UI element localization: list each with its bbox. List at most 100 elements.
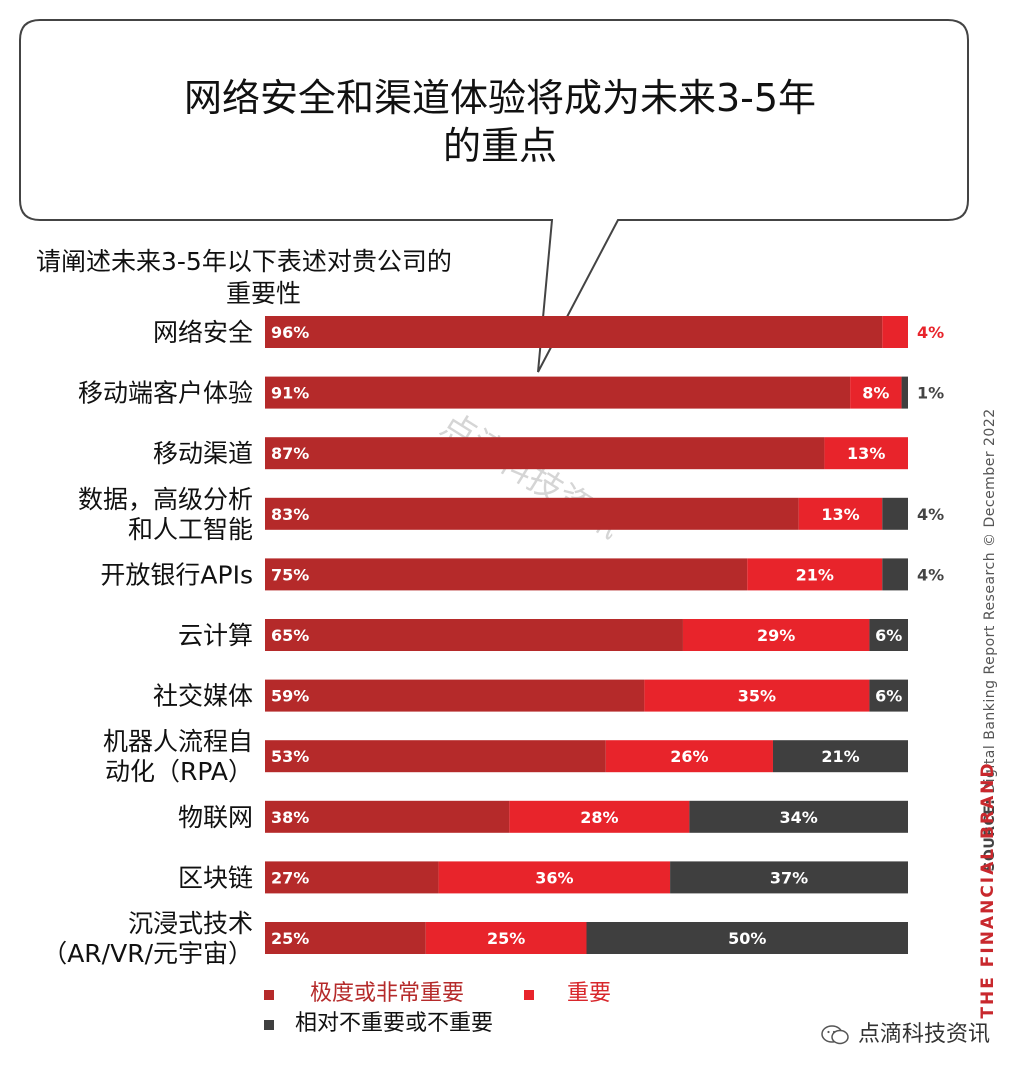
category-label: 网络安全	[153, 318, 253, 347]
category-label-line: 数据，高级分析	[78, 485, 253, 514]
bar-segment	[265, 922, 426, 954]
bar-segment	[265, 376, 851, 409]
bar-segment	[265, 437, 825, 470]
speech-bubble	[19, 19, 969, 373]
category-label-line: 移动端客户体验	[78, 379, 253, 408]
bar-segment	[586, 922, 908, 954]
category-label-line: 区块链	[178, 863, 253, 892]
category-label-line: 社交媒体	[153, 682, 253, 711]
bar-segment	[605, 740, 773, 773]
bar-segment	[901, 376, 908, 409]
data-label: 91%	[271, 384, 309, 403]
bar-segment	[265, 679, 645, 712]
bar-segment	[798, 497, 883, 530]
category-label: 物联网	[178, 803, 253, 832]
data-label: 4%	[917, 323, 944, 342]
data-label: 75%	[271, 565, 309, 584]
bar-segment	[882, 316, 908, 348]
data-label: 87%	[271, 444, 309, 463]
data-label: 59%	[271, 687, 309, 706]
survey-question: 请阐述未来3-5年以下表述对贵公司的 重要性	[36, 246, 556, 310]
category-label-line: 和人工智能	[128, 515, 253, 544]
data-label: 35%	[738, 687, 776, 706]
category-label-line: 网络安全	[153, 318, 253, 347]
data-label: 36%	[535, 868, 573, 887]
bar-segment	[265, 861, 439, 894]
data-label: 4%	[917, 565, 944, 584]
bar-segment	[850, 376, 902, 409]
data-label: 65%	[271, 626, 309, 645]
category-label: 数据，高级分析和人工智能	[78, 485, 253, 544]
category-label: 移动渠道	[153, 439, 253, 468]
question-line-2: 重要性	[226, 279, 302, 308]
data-label: 1%	[917, 384, 944, 403]
category-label-line: 动化（RPA）	[105, 757, 253, 786]
bar-segment	[882, 497, 908, 530]
legend-swatch	[264, 990, 274, 1000]
bar-segment	[747, 558, 883, 591]
category-label-line: 物联网	[178, 803, 253, 832]
category-label: 开放银行APIs	[100, 560, 253, 589]
headline-line-1: 网络安全和渠道体验将成为未来3-5年	[183, 76, 817, 120]
bar-segment	[869, 679, 908, 712]
bar-segment	[824, 437, 908, 470]
legend-label: 极度或非常重要	[310, 981, 464, 1006]
bar-segment	[265, 619, 683, 651]
wechat-icon	[821, 1025, 849, 1045]
data-label: 83%	[271, 505, 309, 524]
category-label-line: （AR/VR/元宇宙）	[42, 939, 253, 968]
bar-segment	[869, 619, 908, 651]
data-label: 27%	[271, 868, 309, 887]
bar-segment	[670, 861, 908, 894]
category-label-line: 机器人流程自	[103, 727, 253, 756]
category-label-line: 开放银行APIs	[100, 560, 253, 589]
watermark-corner-text: 点滴科技资讯	[857, 1022, 990, 1047]
data-label: 13%	[847, 444, 885, 463]
headline-line-2: 的重点	[442, 124, 557, 168]
data-label: 6%	[875, 626, 902, 645]
bar-segment	[265, 316, 883, 348]
data-label: 50%	[728, 929, 766, 948]
bar-segment	[882, 558, 908, 591]
category-label-line: 云计算	[178, 621, 253, 650]
legend-label: 相对不重要或不重要	[295, 1011, 493, 1036]
data-label: 37%	[770, 868, 808, 887]
data-label: 21%	[821, 747, 859, 766]
bar-segment	[509, 800, 690, 833]
bar-segment	[265, 740, 606, 773]
bar-segment	[682, 619, 870, 651]
data-label: 13%	[821, 505, 859, 524]
data-label: 53%	[271, 747, 309, 766]
category-label: 机器人流程自动化（RPA）	[103, 727, 253, 786]
data-label: 28%	[580, 808, 618, 827]
bar-segment	[644, 679, 870, 712]
data-label: 38%	[271, 808, 309, 827]
headline: 网络安全和渠道体验将成为未来3-5年 的重点	[90, 74, 910, 170]
category-label-line: 沉浸式技术	[128, 909, 253, 938]
bar-segment	[772, 740, 908, 773]
bar-segment	[425, 922, 587, 954]
data-label: 8%	[862, 384, 889, 403]
data-label: 29%	[757, 626, 795, 645]
category-label: 云计算	[178, 621, 253, 650]
legend-label: 重要	[567, 981, 611, 1006]
bar-segment	[438, 861, 671, 894]
category-label: 沉浸式技术（AR/VR/元宇宙）	[42, 909, 253, 968]
data-label: 25%	[487, 929, 525, 948]
brand-logo: THE FINANCIAL BRAND	[978, 761, 998, 1019]
source-text: Digital Banking Report Research	[982, 551, 998, 794]
bar-segment	[265, 800, 510, 833]
category-label-line: 移动渠道	[153, 439, 253, 468]
bar-segment	[689, 800, 908, 833]
category-label: 社交媒体	[153, 682, 253, 711]
data-label: 34%	[780, 808, 818, 827]
legend-swatch	[264, 1020, 274, 1030]
data-label: 96%	[271, 323, 309, 342]
bar-segment	[265, 497, 799, 530]
data-label: 21%	[796, 565, 834, 584]
data-label: 26%	[670, 747, 708, 766]
data-label: 25%	[271, 929, 309, 948]
data-label: 6%	[875, 687, 902, 706]
